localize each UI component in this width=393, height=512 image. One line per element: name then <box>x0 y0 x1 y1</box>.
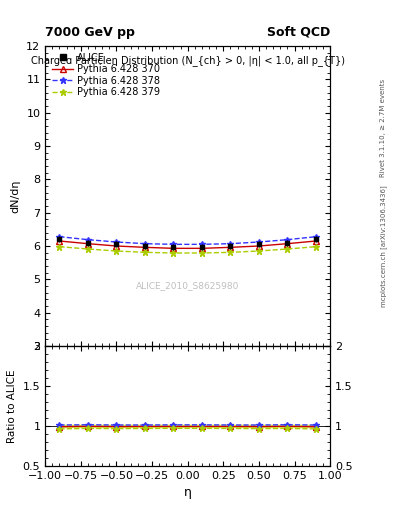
Legend: ALICE, Pythia 6.428 370, Pythia 6.428 378, Pythia 6.428 379: ALICE, Pythia 6.428 370, Pythia 6.428 37… <box>50 51 162 99</box>
Text: Rivet 3.1.10, ≥ 2.7M events: Rivet 3.1.10, ≥ 2.7M events <box>380 79 386 177</box>
Y-axis label: dN/dη: dN/dη <box>11 179 21 213</box>
Text: mcplots.cern.ch [arXiv:1306.3436]: mcplots.cern.ch [arXiv:1306.3436] <box>380 185 387 307</box>
Y-axis label: Ratio to ALICE: Ratio to ALICE <box>7 369 17 443</box>
X-axis label: η: η <box>184 486 192 499</box>
Text: Charged Particleη Distribution (N_{ch} > 0, |η| < 1.0, all p_{T}): Charged Particleη Distribution (N_{ch} >… <box>31 55 345 66</box>
Text: ALICE_2010_S8625980: ALICE_2010_S8625980 <box>136 282 239 290</box>
Text: Soft QCD: Soft QCD <box>267 26 330 38</box>
Text: 7000 GeV pp: 7000 GeV pp <box>45 26 135 38</box>
